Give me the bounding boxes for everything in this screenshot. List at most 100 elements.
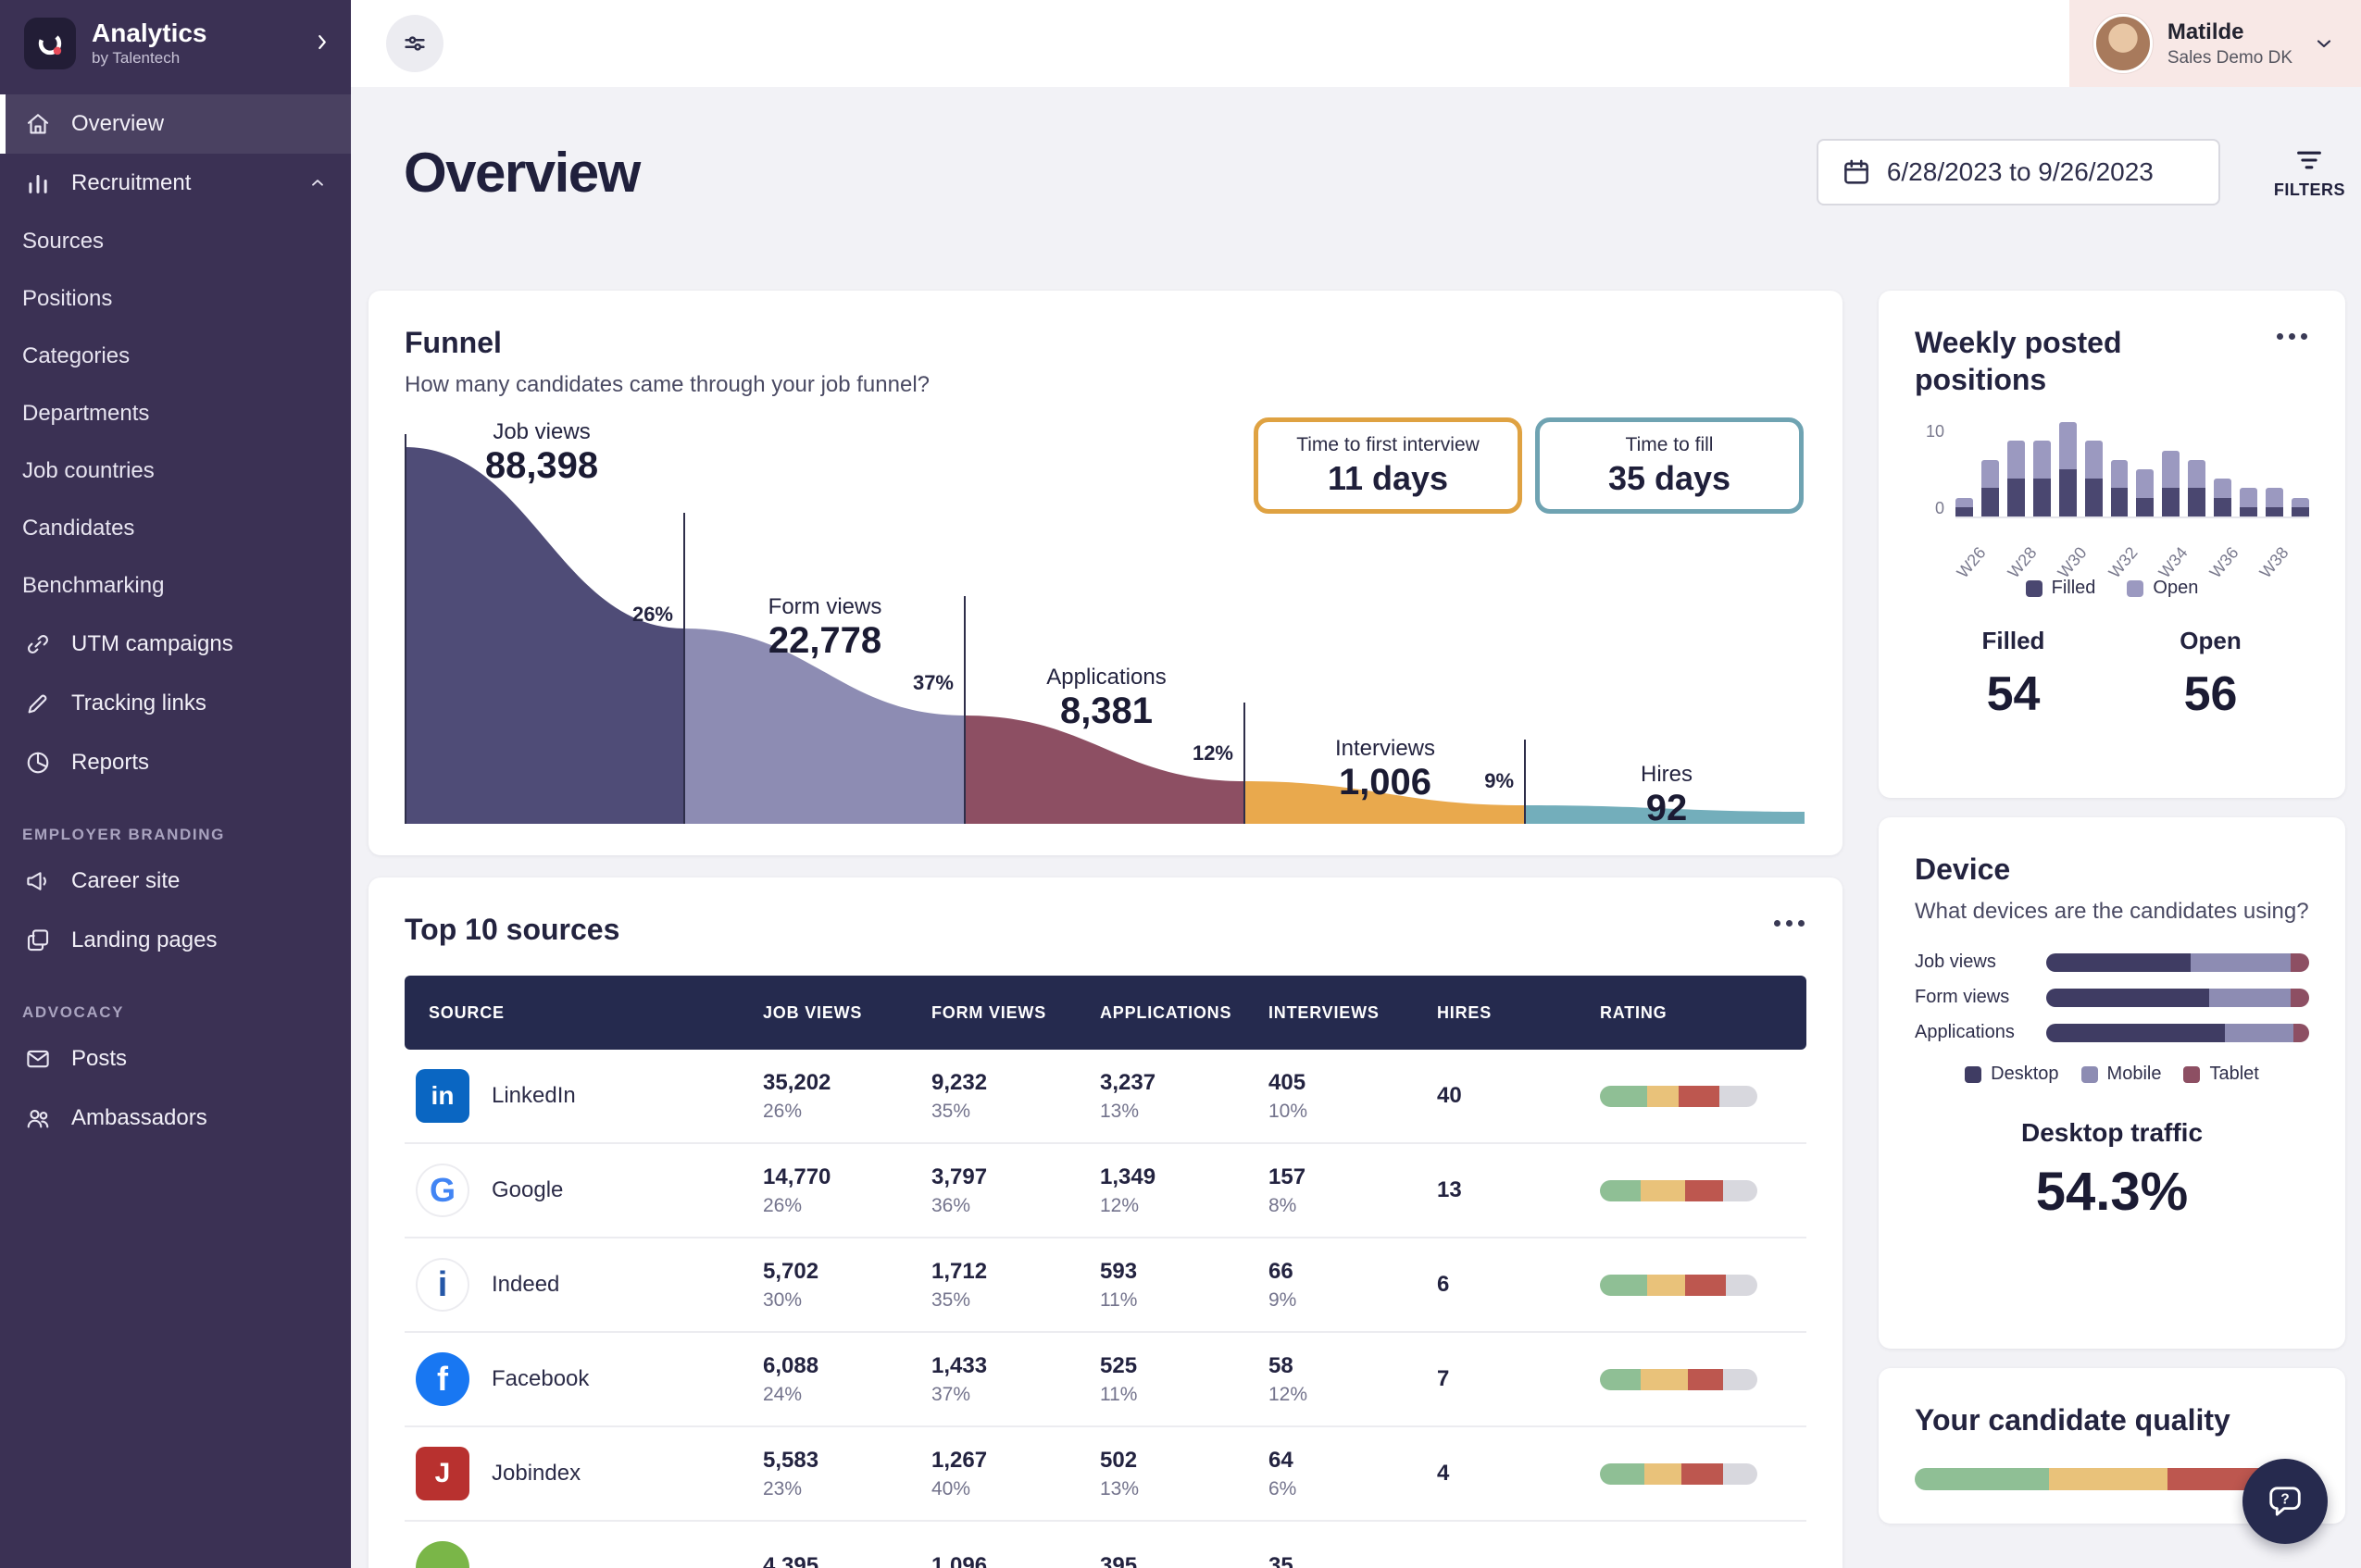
sidebar-item-label: Benchmarking: [22, 573, 165, 598]
rating-segment: [1684, 1274, 1726, 1296]
device-segment-mobile: [2225, 1023, 2293, 1042]
rating-segment: [1647, 1274, 1685, 1296]
content-scroll[interactable]: Overview 6/28/2023 to 9/26/2023 FILTERS: [351, 87, 2361, 1568]
device-segment-tablet: [2292, 1023, 2309, 1042]
funnel-title: Funnel: [405, 326, 502, 359]
sidebar-item-career-site[interactable]: Career site: [0, 852, 351, 911]
table-row-indeed[interactable]: i Indeed 5,702 30% 1,712 35% 593 11% 66 9% 6: [405, 1238, 1806, 1333]
mobile-swatch: [2080, 1065, 2098, 1083]
funnel-card: Funnel How many candidates came through …: [369, 291, 1843, 855]
pie-chart-icon: [27, 752, 49, 774]
weekly-bar: [2110, 422, 2129, 516]
menu-button[interactable]: [386, 15, 443, 72]
sidebar-item-departments[interactable]: Departments: [0, 385, 351, 442]
quality-segment-yellow: [2048, 1468, 2167, 1490]
weekly-bar: [2291, 422, 2309, 516]
legend-label: Tablet: [2209, 1064, 2259, 1085]
weekly-bar-open-seg: [2110, 459, 2129, 489]
user-info: Matilde Sales Demo DK: [2167, 19, 2292, 68]
dashboard-grid: Funnel How many candidates came through …: [369, 291, 2345, 1568]
funnel-areas: [405, 434, 1805, 825]
job-views-pct: 30%: [763, 1288, 803, 1311]
sidebar-item-benchmarking[interactable]: Benchmarking: [0, 557, 351, 615]
weekly-bar-filled-seg: [2006, 479, 2025, 516]
sidebar-item-posts[interactable]: Posts: [0, 1029, 351, 1089]
weekly-menu-button[interactable]: [2275, 324, 2309, 349]
weekly-bar-filled-seg: [2291, 506, 2309, 516]
sidebar-item-recruitment[interactable]: Recruitment: [0, 154, 351, 213]
funnel-stage-interviews: Interviews 1,006: [1335, 736, 1435, 803]
right-column: Weekly posted positions 10 0 W26 W28 W30 W3…: [1879, 291, 2345, 1524]
applications-pct: 11%: [1100, 1288, 1138, 1311]
date-range-input[interactable]: 6/28/2023 to 9/26/2023: [1816, 139, 2220, 205]
top-sources-card: Top 10 sources SOURCE JOB VIEWS FORM VIE…: [369, 877, 1843, 1568]
weekly-bar-open-seg: [2006, 441, 2025, 479]
sidebar-item-reports[interactable]: Reports: [0, 733, 351, 792]
applications-pct: 11%: [1100, 1383, 1138, 1405]
weekly-bar: [2188, 422, 2206, 516]
table-row-jobindex[interactable]: J Jobindex 5,583 23% 1,267 40% 502 13% 64 6% …: [405, 1427, 1806, 1522]
sources-table-header: SOURCE JOB VIEWS FORM VIEWS APPLICATIONS…: [405, 976, 1806, 1050]
chevron-down-icon: [2317, 40, 2331, 48]
form-views-pct: 35%: [931, 1288, 971, 1311]
table-row-google[interactable]: G Google 14,770 26% 3,797 36% 1,349 12% 157 8…: [405, 1144, 1806, 1238]
sidebar-item-job-countries[interactable]: Job countries: [0, 442, 351, 500]
applications-value: 502: [1100, 1447, 1138, 1473]
y-tick: 10: [1925, 422, 1944, 441]
page-title: Overview: [404, 141, 641, 204]
form-views-pct: 40%: [931, 1477, 971, 1500]
user-org: Sales Demo DK: [2167, 47, 2292, 68]
rating-segment: [1684, 1179, 1723, 1201]
sidebar-item-ambassadors[interactable]: Ambassadors: [0, 1089, 351, 1148]
filter-icon: [2297, 151, 2322, 169]
funnel-area-applications: [965, 716, 1244, 825]
filters-button[interactable]: FILTERS: [2274, 144, 2345, 200]
table-row-partial[interactable]: 4,395 1,096 395 35: [405, 1522, 1806, 1568]
interviews-value: 35: [1268, 1552, 1293, 1568]
sidebar-collapse-button[interactable]: [312, 32, 332, 56]
stage-value: 1,006: [1338, 762, 1432, 803]
sidebar: Analytics by Talentech Overview Recruitm…: [0, 0, 351, 1568]
weekly-legend: Filled Open: [1915, 578, 2309, 599]
sidebar-item-label: Landing pages: [71, 927, 218, 952]
sidebar-item-positions[interactable]: Positions: [0, 270, 351, 328]
legend-label: Mobile: [2106, 1064, 2162, 1085]
hires-value: 40: [1437, 1083, 1462, 1108]
weekly-bar: [1980, 422, 1999, 516]
help-button[interactable]: ?: [2242, 1459, 2328, 1544]
sidebar-item-overview[interactable]: Overview: [0, 94, 351, 154]
table-row-linkedin[interactable]: in LinkedIn 35,202 26% 9,232 35% 3,237 13% 4…: [405, 1050, 1806, 1144]
column-header-form-views: FORM VIEWS: [931, 1002, 1046, 1022]
job-views-pct: 23%: [763, 1477, 803, 1500]
weekly-bar: [2162, 422, 2180, 516]
user-menu[interactable]: Matilde Sales Demo DK: [2068, 0, 2361, 87]
rating-segment: [1725, 1274, 1757, 1296]
funnel-transition-pct: 9%: [1484, 769, 1514, 793]
device-row-bar: [2046, 952, 2309, 972]
funnel-area-job-views: [405, 447, 684, 825]
desktop-traffic-label: Desktop traffic: [2020, 1118, 2204, 1148]
top-sources-menu-button[interactable]: [1772, 911, 1806, 936]
sidebar-item-sources[interactable]: Sources: [0, 213, 351, 270]
brand-header: Analytics by Talentech: [0, 0, 351, 87]
weekly-totals: Filled 54 Open 56: [1915, 627, 2309, 722]
table-row-facebook[interactable]: f Facebook 6,088 24% 1,433 37% 525 11% 58 12%…: [405, 1333, 1806, 1427]
sidebar-item-candidates[interactable]: Candidates: [0, 500, 351, 557]
sidebar-item-categories[interactable]: Categories: [0, 328, 351, 385]
device-row: Applications: [1915, 1022, 2309, 1043]
column-header-source: SOURCE: [429, 1002, 505, 1022]
sidebar-item-label: Job countries: [22, 458, 155, 483]
column-header-rating: RATING: [1600, 1002, 1668, 1022]
interviews-pct: 9%: [1268, 1288, 1297, 1311]
sidebar-item-utm-campaigns[interactable]: UTM campaigns: [0, 615, 351, 674]
total-value: 54: [1986, 667, 2041, 721]
device-segment-tablet: [2291, 952, 2309, 972]
mail-icon: [27, 1050, 49, 1068]
left-column: Funnel How many candidates came through …: [369, 291, 1843, 1568]
applications-value: 395: [1100, 1552, 1138, 1568]
sidebar-item-landing-pages[interactable]: Landing pages: [0, 911, 351, 970]
weekly-bar-open-seg: [1980, 459, 1999, 489]
applications-value: 525: [1100, 1352, 1138, 1378]
weekly-bar-filled-seg: [2214, 497, 2232, 516]
sidebar-item-tracking-links[interactable]: Tracking links: [0, 674, 351, 733]
